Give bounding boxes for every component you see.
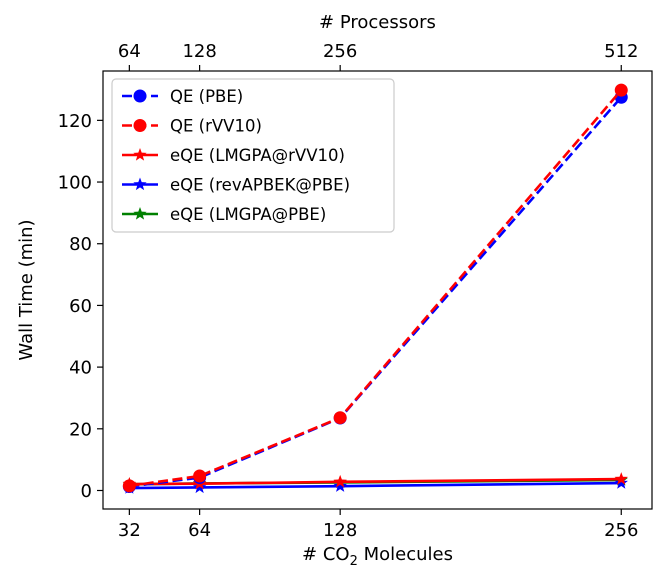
data-point — [614, 472, 628, 485]
legend-box — [111, 78, 395, 233]
legend-label: QE (rVV10) — [170, 117, 262, 136]
y-tick-label: 20 — [69, 419, 92, 440]
legend-marker — [133, 119, 147, 132]
x-tick-label: 32 — [118, 520, 141, 541]
legend-marker — [133, 89, 147, 103]
x-tick-label: 64 — [188, 520, 211, 541]
legend-entry: eQE (LMGPA@rVV10) — [122, 146, 345, 165]
legend-marker — [133, 148, 147, 161]
data-point — [333, 411, 347, 425]
data-point — [614, 476, 628, 489]
data-point — [614, 83, 628, 97]
y-tick-label: 120 — [58, 111, 92, 132]
legend-entry: QE (PBE) — [122, 87, 243, 106]
plot-frame — [102, 70, 653, 510]
series-line — [129, 481, 622, 490]
x-axis-label: # CO2 Molecules — [302, 544, 453, 569]
data-point — [122, 479, 136, 493]
legend-label: QE (PBE) — [170, 87, 243, 106]
y-tick-label: 0 — [81, 481, 92, 502]
series-line — [129, 477, 622, 486]
top-tick-label: 128 — [182, 41, 216, 62]
data-point — [192, 480, 207, 494]
legend-entry: eQE (LMGPA@PBE) — [122, 205, 326, 224]
legend-label: eQE (revAPBEK@PBE) — [170, 176, 350, 195]
legend-entry: QE (rVV10) — [122, 117, 262, 136]
y-tick-label: 100 — [58, 173, 92, 194]
legend-marker — [133, 207, 147, 220]
y-tick-label: 40 — [69, 358, 92, 379]
legend-label: eQE (LMGPA@rVV10) — [170, 146, 345, 165]
legend-label: eQE (LMGPA@PBE) — [170, 205, 326, 224]
legend-marker — [133, 177, 147, 191]
data-point — [333, 474, 347, 488]
data-point — [333, 479, 347, 492]
series-line — [129, 89, 623, 488]
y-tick-label: 60 — [69, 296, 92, 317]
top-tick-label: 64 — [118, 41, 141, 62]
legend-entry: eQE (revAPBEK@PBE) — [122, 176, 350, 195]
y-axis-label: Wall Time (min) — [16, 219, 37, 360]
top-tick-label: 256 — [323, 41, 357, 62]
x-tick-label: 128 — [323, 520, 357, 541]
top-x-axis-label: # Processors — [319, 12, 436, 33]
data-point — [193, 469, 207, 483]
y-tick-label: 80 — [69, 234, 92, 255]
x-axis: 32 64 128 256 — [118, 509, 638, 541]
series-1 — [122, 83, 628, 493]
top-tick-label: 512 — [604, 41, 638, 62]
y-axis: 0 20 40 60 80 100 120 — [58, 111, 103, 502]
legend: QE (PBE) QE (rVV10) eQE (LMGPA@rVV10) eQE (… — [111, 78, 395, 233]
plot-series — [122, 83, 628, 494]
top-x-axis: 64 128 256 512 — [118, 41, 638, 71]
x-tick-label: 256 — [604, 520, 638, 541]
